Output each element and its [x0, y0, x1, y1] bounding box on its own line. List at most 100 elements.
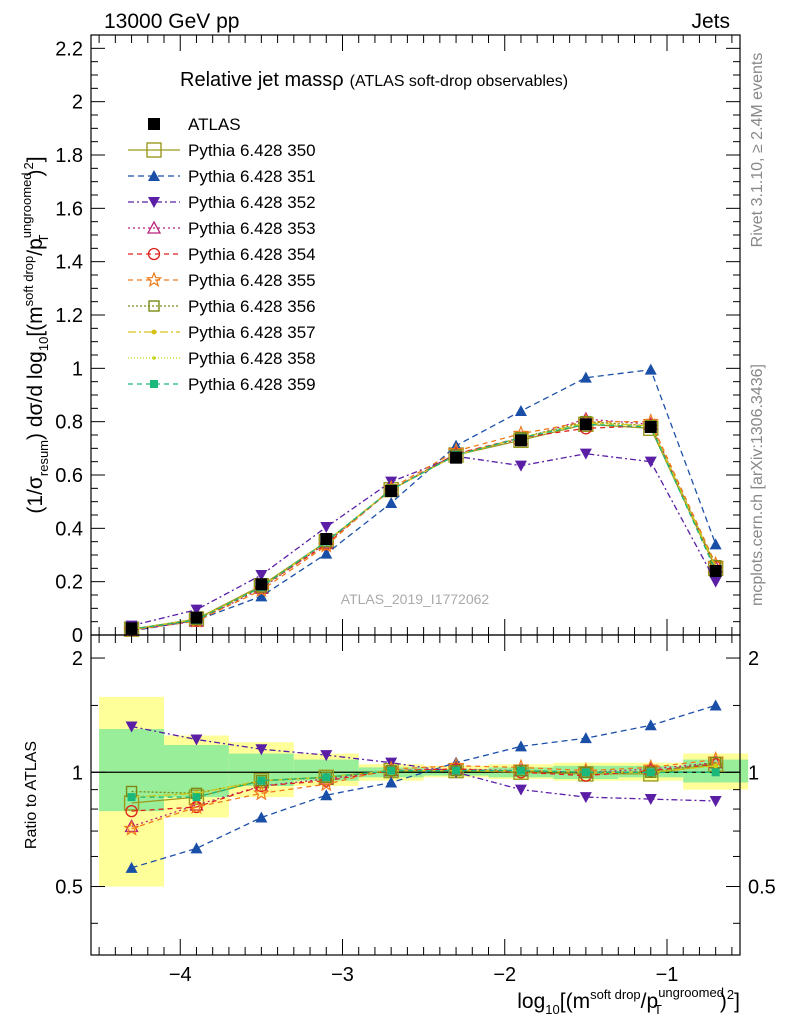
data-point — [644, 421, 657, 433]
legend-label: Pythia 6.428 353 — [188, 219, 316, 238]
ratio-y-axis-label: Ratio to ATLAS — [23, 741, 40, 849]
ratio-line — [131, 763, 716, 812]
main-ytick-label: 1.4 — [55, 252, 83, 274]
legend-item: Pythia 6.428 352 — [128, 193, 316, 212]
ratio-point — [188, 798, 205, 815]
x-tick-label: −1 — [656, 964, 679, 986]
ratio-point — [385, 776, 398, 788]
legend-marker — [145, 271, 163, 288]
series-line — [131, 418, 717, 631]
ratio-line — [131, 704, 716, 869]
series-line — [131, 368, 717, 632]
ratio-ytick-label-right: 1 — [748, 762, 759, 784]
data-point — [255, 570, 268, 581]
legend-marker — [146, 220, 162, 234]
main-ytick-label: 0.2 — [55, 572, 83, 594]
main-ytick-label: 0 — [72, 625, 83, 647]
main-series-layer — [123, 363, 724, 638]
legend-item: Pythia 6.428 354 — [128, 245, 316, 264]
ratio-ytick-label-right: 2 — [748, 648, 759, 670]
legend-label: Pythia 6.428 359 — [188, 375, 316, 394]
ratio-point — [255, 744, 268, 756]
ratio-point — [579, 732, 592, 744]
main-ytick-labels: 0 0.2 0.4 0.6 0.8 1 1.2 1.4 1.6 1.8 2 2.2 — [55, 38, 83, 647]
data-point — [450, 451, 463, 464]
ratio-point — [257, 776, 266, 785]
data-point — [320, 533, 333, 545]
ratio-point — [125, 861, 138, 873]
ratio-point — [644, 794, 657, 806]
band-green — [164, 744, 229, 798]
main-panel: 0 0.2 0.4 0.6 0.8 1 1.2 1.4 1.6 1.8 2 2.2 — [55, 34, 741, 647]
legend-label: Pythia 6.428 357 — [188, 323, 316, 342]
data-point — [514, 434, 527, 447]
main-ytick-label: 2.2 — [55, 38, 83, 60]
data-point — [709, 538, 722, 550]
header-right: Jets — [691, 10, 730, 33]
legend-marker — [148, 197, 160, 208]
chart-title: Relative jet massρ (ATLAS soft-drop obser… — [180, 69, 568, 91]
ratio-ytick-label-right: 0.5 — [748, 877, 776, 899]
main-series-atlas — [125, 418, 722, 635]
data-point — [579, 418, 592, 431]
legend-label: Pythia 6.428 358 — [188, 349, 316, 368]
data-point — [579, 371, 592, 383]
ratio-point — [387, 766, 396, 775]
ratio-point — [581, 768, 590, 777]
mcplots-label: mcplots.cern.ch [arXiv:1306.3436] — [749, 364, 766, 606]
data-point — [320, 522, 333, 533]
series-line — [131, 421, 717, 631]
data-point — [644, 456, 657, 468]
data-point — [385, 497, 398, 508]
main-ytick-label: 2 — [72, 92, 83, 114]
legend-label: Pythia 6.428 355 — [188, 271, 316, 290]
ratio-line — [131, 758, 716, 830]
legend: ATLAS Pythia 6.428 350 Pythia 6.428 351 Pyt… — [128, 115, 316, 394]
ratio-point — [514, 740, 527, 752]
main-ytick-label: 1.6 — [55, 198, 83, 220]
ratio-ytick-labels: 0.5 0.5 1 1 2 2 — [55, 648, 776, 898]
data-point — [190, 604, 203, 616]
x-tick-label: −4 — [169, 964, 192, 986]
ratio-frame — [90, 634, 741, 956]
ratio-line — [131, 765, 716, 798]
data-point — [190, 611, 203, 624]
main-ytick-label: 1 — [72, 358, 83, 380]
ratio-xtick-labels: −4 −3 −2 −1 — [169, 964, 679, 986]
legend-label: Pythia 6.428 354 — [188, 245, 316, 264]
main-ytick-label: 1.2 — [55, 305, 83, 327]
legend-item: ATLAS — [148, 115, 241, 134]
series-line — [131, 453, 717, 627]
legend-item: Pythia 6.428 353 — [128, 219, 316, 238]
legend-label: Pythia 6.428 356 — [188, 297, 316, 316]
ratio-point — [320, 789, 333, 801]
ratio-point — [452, 766, 461, 775]
ratio-point — [125, 721, 138, 733]
data-point — [709, 576, 722, 588]
ratio-point — [322, 773, 331, 782]
ratio-point — [192, 793, 201, 802]
ratio-series-layer — [123, 699, 724, 873]
main-ytick-label: 0.6 — [55, 465, 83, 487]
ratio-point — [713, 764, 718, 768]
analysis-watermark: ATLAS_2019_I1772062 — [341, 591, 490, 607]
ratio-point — [127, 793, 136, 802]
legend-marker — [151, 329, 157, 335]
data-point — [255, 578, 268, 591]
ratio-point — [579, 792, 592, 804]
series-line — [131, 423, 717, 630]
ratio-line — [131, 769, 716, 798]
ratio-ytick-label: 0.5 — [55, 877, 83, 899]
legend-marker — [146, 142, 162, 158]
legend-marker — [150, 380, 158, 388]
legend-marker — [148, 300, 160, 312]
ratio-ytick-label: 1 — [72, 762, 83, 784]
data-point — [385, 485, 398, 497]
legend-label: ATLAS — [188, 115, 241, 134]
ratio-series-pythia-6-428-359 — [127, 766, 720, 802]
legend-item: Pythia 6.428 357 — [128, 323, 316, 342]
ratio-point — [514, 784, 527, 796]
ratio-point — [644, 719, 657, 731]
ratio-point — [320, 750, 333, 762]
ratio-point — [711, 768, 720, 777]
